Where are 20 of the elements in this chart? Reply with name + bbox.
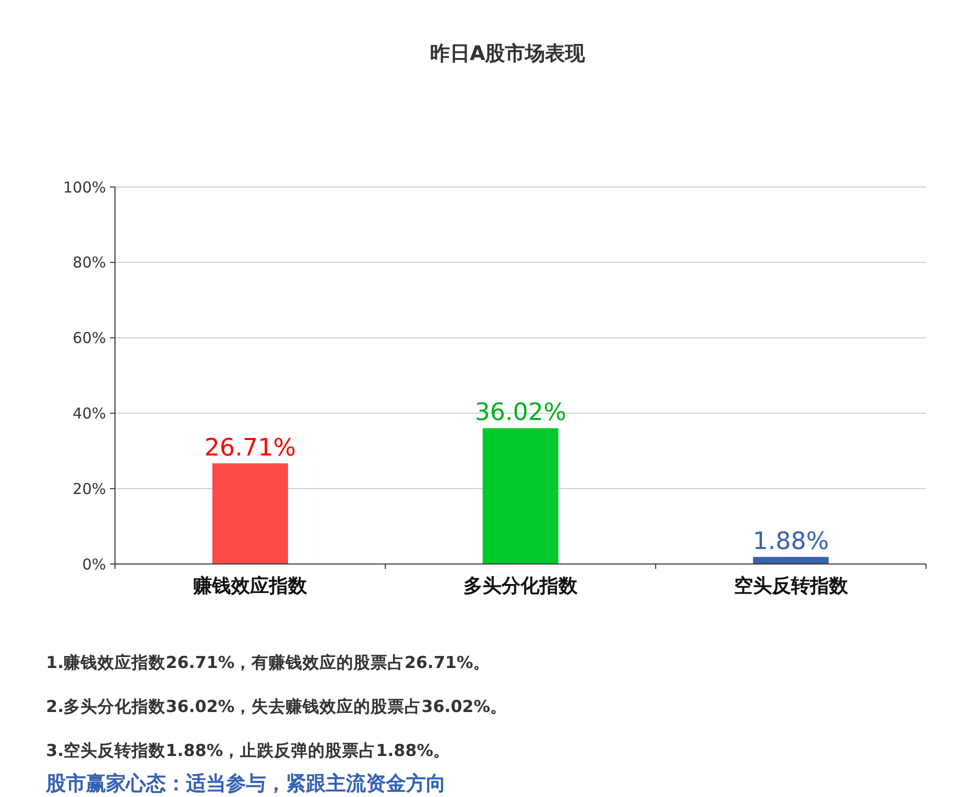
bar <box>482 428 558 564</box>
y-tick-label: 0% <box>82 555 106 574</box>
data-label: 26.71% <box>204 433 296 462</box>
text: 3.空头反转指数1.88%，止跌反弹的股票占1.88%。 <box>46 741 450 760</box>
text: 1.赚钱效应指数26.71%，有赚钱效应的股票占26.71%。 <box>46 653 490 672</box>
y-tick-label: 100% <box>63 178 106 196</box>
x-tick-label: 赚钱效应指数 <box>192 575 308 597</box>
y-tick-label: 80% <box>72 254 106 272</box>
x-tick-label: 空头反转指数 <box>734 575 849 597</box>
data-label: 36.02% <box>474 398 566 426</box>
chart-title: 昨日A股市场表现 <box>430 41 586 65</box>
bar <box>212 463 288 564</box>
bar <box>752 556 829 564</box>
x-tick-label: 多头分化指数 <box>464 575 578 597</box>
text: 股市赢家心态：适当参与，紧跟主流资金方向 <box>45 771 446 795</box>
y-tick-label: 60% <box>72 329 106 348</box>
text: 2.多头分化指数36.02%，失去赚钱效应的股票占36.02%。 <box>46 697 508 716</box>
y-tick-label: 40% <box>72 404 106 422</box>
y-tick-label: 20% <box>72 480 106 498</box>
data-label: 1.88% <box>752 526 829 555</box>
